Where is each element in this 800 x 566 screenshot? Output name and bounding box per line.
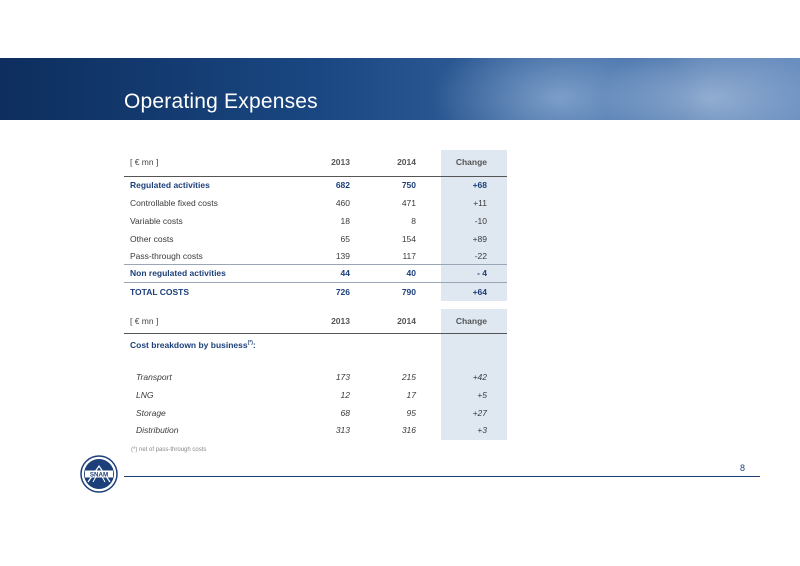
value-change: +89 bbox=[472, 234, 487, 244]
value-2014: 8 bbox=[411, 216, 416, 226]
value-2014: 95 bbox=[406, 408, 416, 418]
value-2014: 790 bbox=[401, 287, 416, 297]
value-change: +68 bbox=[472, 180, 487, 190]
table-row-total: TOTAL COSTS 726 790 +64 bbox=[124, 283, 507, 301]
value-change: +11 bbox=[473, 198, 487, 208]
col-2013-header: 2013 bbox=[331, 316, 350, 326]
row-label: Distribution bbox=[136, 425, 179, 435]
table-row: Transport 173 215 +42 bbox=[124, 368, 507, 386]
col-2014-header: 2014 bbox=[397, 157, 416, 167]
value-2013: 18 bbox=[340, 216, 350, 226]
value-2014: 17 bbox=[406, 390, 416, 400]
value-2013: 68 bbox=[340, 408, 350, 418]
footnote-marker: (*) bbox=[247, 340, 253, 346]
table-row: Non regulated activities 44 40 - 4 bbox=[124, 264, 507, 282]
value-2013: 173 bbox=[335, 372, 350, 382]
value-2014: 316 bbox=[401, 425, 416, 435]
value-change: - 4 bbox=[477, 268, 487, 278]
table-row: Pass-through costs 139 117 -22 bbox=[124, 247, 507, 265]
cost-breakdown-table: [ € mn ] 2013 2014 Change Cost breakdown… bbox=[124, 309, 507, 440]
footnote: (*) net of pass-through costs bbox=[131, 447, 207, 453]
value-change: +64 bbox=[472, 287, 487, 297]
section-heading: Cost breakdown by business(*): bbox=[124, 334, 507, 352]
opex-table: [ € mn ] 2013 2014 Change Regulated acti… bbox=[124, 150, 507, 301]
row-label: TOTAL COSTS bbox=[130, 287, 190, 297]
table-row: Distribution 313 316 +3 bbox=[124, 421, 507, 439]
value-2014: 154 bbox=[401, 234, 416, 244]
row-divider bbox=[124, 282, 507, 283]
value-2014: 471 bbox=[401, 198, 416, 208]
row-divider bbox=[124, 264, 507, 265]
table-row: Regulated activities 682 750 +68 bbox=[124, 176, 507, 194]
footer-rule bbox=[124, 476, 760, 477]
value-2013: 682 bbox=[335, 180, 350, 190]
col-change-header: Change bbox=[455, 316, 487, 326]
value-2014: 40 bbox=[406, 268, 416, 278]
table-row: Other costs 65 154 +89 bbox=[124, 230, 507, 248]
value-2013: 12 bbox=[340, 390, 350, 400]
change-column-shade bbox=[441, 150, 507, 301]
table-row: Controllable fixed costs 460 471 +11 bbox=[124, 194, 507, 212]
header-divider bbox=[124, 333, 507, 334]
row-label: Non regulated activities bbox=[130, 268, 226, 278]
col-change-header: Change bbox=[455, 157, 487, 167]
row-label: Variable costs bbox=[130, 216, 183, 226]
banner-highlight bbox=[600, 58, 800, 120]
table-row: Storage 68 95 +27 bbox=[124, 404, 507, 422]
value-change: +27 bbox=[472, 408, 487, 418]
header-divider bbox=[124, 176, 507, 177]
row-label: LNG bbox=[136, 390, 154, 400]
section-label: Cost breakdown by business(*): bbox=[130, 339, 256, 350]
row-label: Storage bbox=[136, 408, 166, 418]
row-label: Controllable fixed costs bbox=[130, 198, 218, 208]
row-label: Other costs bbox=[130, 234, 174, 244]
page-title: Operating Expenses bbox=[124, 90, 318, 113]
table-row: LNG 12 17 +5 bbox=[124, 386, 507, 404]
svg-text:SNAM: SNAM bbox=[90, 471, 108, 478]
table-header: [ € mn ] 2013 2014 Change bbox=[124, 312, 507, 330]
value-2013: 44 bbox=[340, 268, 350, 278]
table-header: [ € mn ] 2013 2014 Change bbox=[124, 153, 507, 171]
value-change: +42 bbox=[472, 372, 487, 382]
snam-logo-icon: SNAM bbox=[80, 455, 118, 493]
value-change: -10 bbox=[474, 216, 487, 226]
value-change: +5 bbox=[477, 390, 487, 400]
value-2014: 750 bbox=[401, 180, 416, 190]
value-change: -22 bbox=[474, 251, 487, 261]
unit-label: [ € mn ] bbox=[130, 157, 159, 167]
value-change: +3 bbox=[477, 425, 487, 435]
value-2013: 460 bbox=[335, 198, 350, 208]
page-number: 8 bbox=[740, 463, 746, 473]
value-2013: 313 bbox=[335, 425, 350, 435]
value-2014: 215 bbox=[401, 372, 416, 382]
row-label: Pass-through costs bbox=[130, 251, 203, 261]
table-row: Variable costs 18 8 -10 bbox=[124, 212, 507, 230]
row-label: Regulated activities bbox=[130, 180, 210, 190]
banner-highlight bbox=[430, 58, 690, 120]
change-column-shade bbox=[441, 309, 507, 440]
col-2014-header: 2014 bbox=[397, 316, 416, 326]
header-banner bbox=[0, 58, 800, 120]
value-2014: 117 bbox=[402, 251, 416, 261]
value-2013: 726 bbox=[335, 287, 350, 297]
value-2013: 139 bbox=[335, 251, 350, 261]
unit-label: [ € mn ] bbox=[130, 316, 159, 326]
value-2013: 65 bbox=[340, 234, 350, 244]
col-2013-header: 2013 bbox=[331, 157, 350, 167]
row-label: Transport bbox=[136, 372, 172, 382]
